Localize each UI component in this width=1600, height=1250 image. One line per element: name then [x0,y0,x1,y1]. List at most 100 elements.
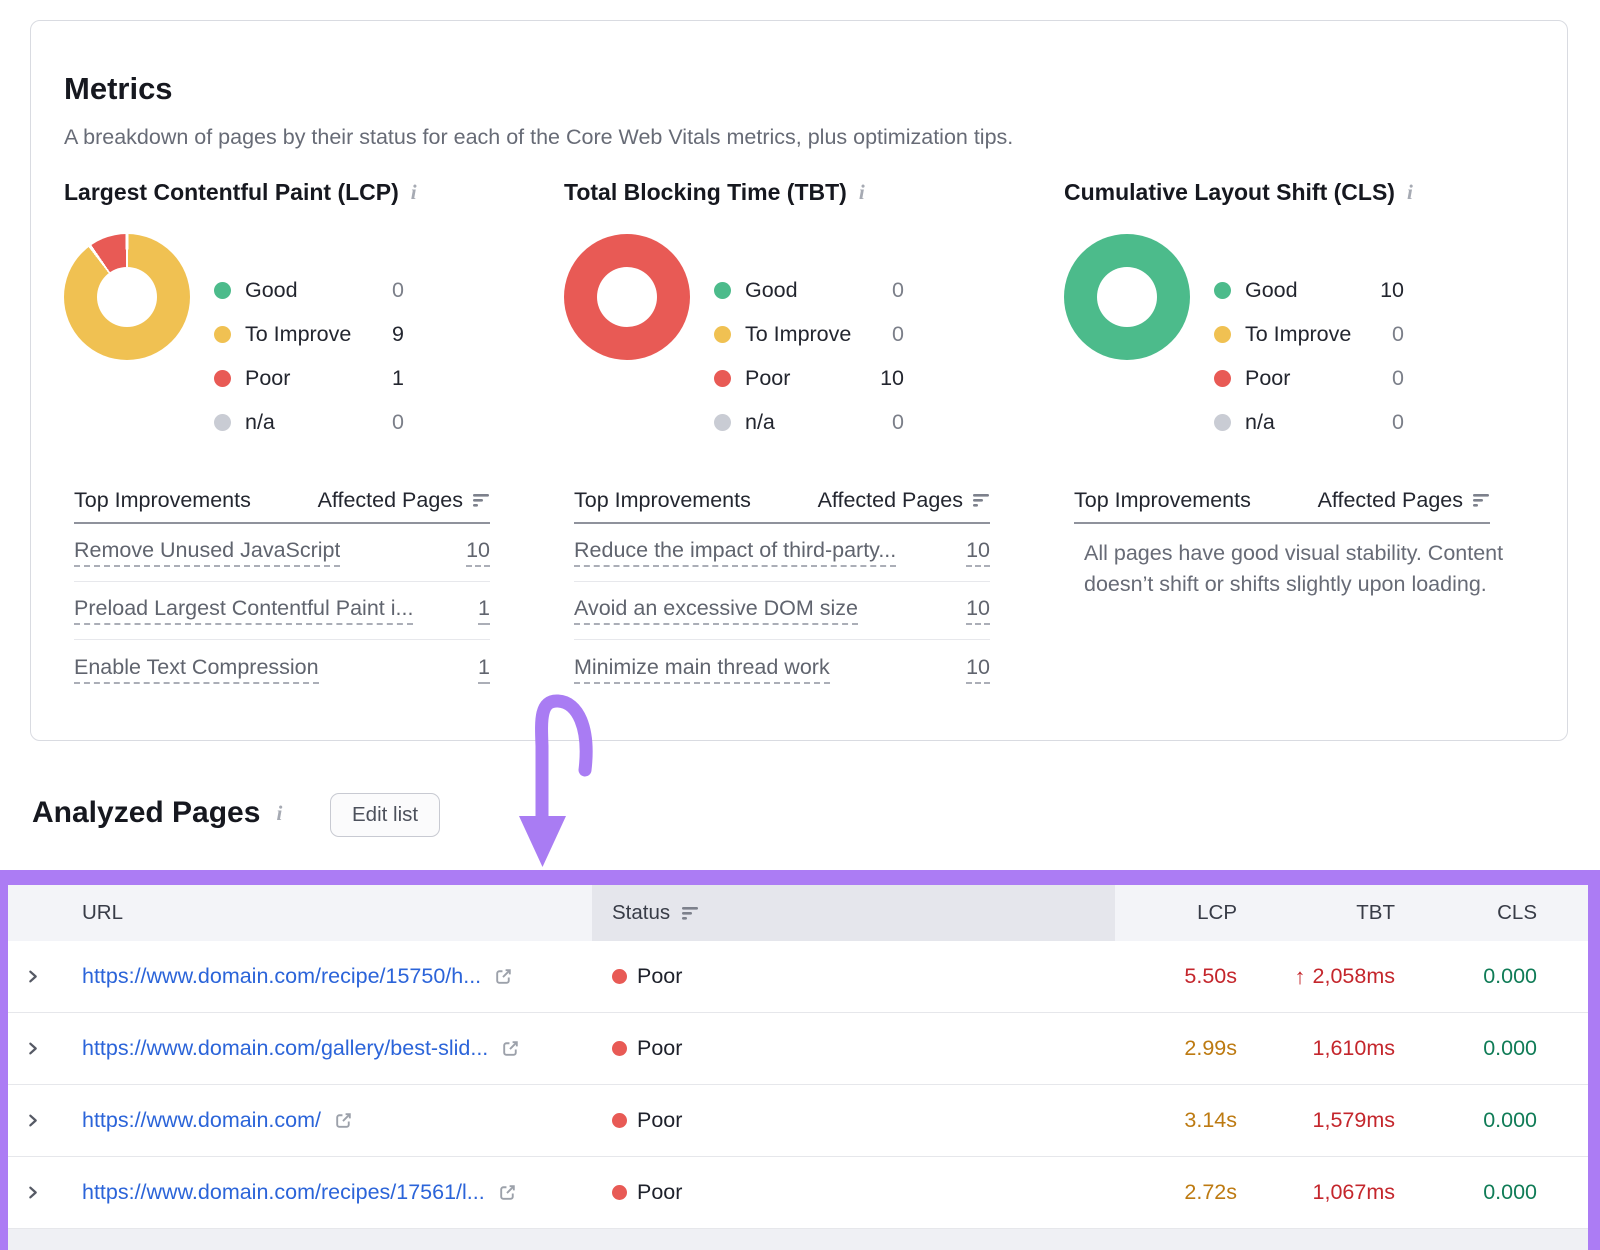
good-dot-icon [214,281,231,299]
page-url-link[interactable]: https://www.domain.com/gallery/best-slid… [82,1036,489,1060]
expand-chevron-icon[interactable] [8,1185,68,1200]
analyzed-pages-title: Analyzed Pages [32,796,261,829]
status-label: Poor [637,1108,683,1132]
improvement-row: Avoid an excessive DOM size 10 [574,582,990,640]
expand-chevron-icon[interactable] [8,1113,68,1128]
page-url-link[interactable]: https://www.domain.com/recipe/15750/h... [82,964,482,988]
metrics-card-title: Metrics [64,71,173,106]
status-dot-icon [612,1113,627,1128]
top-improvements-header: Top Improvements [74,487,251,512]
tbt-value: 2,058ms [1312,964,1395,988]
status-label: Poor [637,1180,683,1204]
external-link-icon[interactable] [333,1110,354,1131]
table-row[interactable]: https://www.domain.com/recipes/17561/l..… [8,1157,1588,1229]
purple-arrow-annotation [519,694,593,867]
column-header-status[interactable]: Status [592,885,1115,941]
metric-title-cls: Cumulative Layout Shift (CLS) [1064,179,1395,205]
improvement-row: Remove Unused JavaScript 10 [74,524,490,582]
legend-row-to-improve: To Improve 0 [1214,319,1404,349]
legend-row-na: n/a 0 [1214,407,1404,437]
column-header-cls: CLS [1408,885,1550,941]
tbt-legend: Good 0 To Improve 0 Poor 10 n/a 0 [714,275,904,451]
status-label: Poor [637,964,683,988]
legend-row-poor: Poor 0 [1214,363,1404,393]
info-icon[interactable]: i [410,180,417,204]
top-improvements-header: Top Improvements [574,487,751,512]
external-link-icon[interactable] [497,1182,518,1203]
expand-chevron-icon[interactable] [8,969,68,984]
improvement-row: Preload Largest Contentful Paint i... 1 [74,582,490,640]
improvement-link[interactable]: Preload Largest Contentful Paint i... [74,596,414,625]
tbt-improvements: Top Improvements Affected Pages Reduce t… [574,486,990,698]
lcp-legend: Good 0 To Improve 9 Poor 1 n/a 0 [214,275,404,451]
edit-list-button[interactable]: Edit list [330,793,441,837]
legend-row-poor: Poor 10 [714,363,904,393]
cls-value: 0.000 [1483,1108,1537,1132]
info-icon[interactable]: i [1406,180,1413,204]
status-dot-icon [612,1041,627,1056]
top-improvements-header: Top Improvements [1074,487,1251,512]
column-header-tbt: TBT [1250,885,1408,941]
table-row[interactable]: https://www.domain.com/ Poor 3.14s 1,579… [8,1085,1588,1157]
improvement-link[interactable]: Minimize main thread work [574,655,830,684]
legend-row-to-improve: To Improve 0 [714,319,904,349]
page-url-link[interactable]: https://www.domain.com/recipes/17561/l..… [82,1180,485,1204]
affected-pages-count[interactable]: 10 [966,538,990,567]
legend-row-good: Good 10 [1214,275,1404,305]
divider [74,522,490,524]
good-dot-icon [714,281,731,299]
sort-icon[interactable] [973,493,990,507]
to-improve-dot-icon [1214,325,1231,343]
cls-value: 0.000 [1483,1180,1537,1204]
tbt-value: 1,610ms [1312,1036,1395,1060]
info-icon[interactable]: i [858,180,865,204]
legend-row-na: n/a 0 [214,407,404,437]
sort-icon[interactable] [682,906,699,920]
poor-dot-icon [1214,369,1231,387]
table-row[interactable]: https://www.domain.com/gallery/best-slid… [8,1013,1588,1085]
tbt-donut-chart [564,234,690,360]
table-row[interactable]: https://www.domain.com/recipe/15750/h...… [8,941,1588,1013]
external-link-icon[interactable] [500,1038,521,1059]
sort-icon[interactable] [1473,493,1490,507]
to-improve-dot-icon [214,325,231,343]
lcp-donut-chart [64,234,190,360]
affected-pages-header: Affected Pages [317,487,463,512]
improvement-link[interactable]: Avoid an excessive DOM size [574,596,858,625]
poor-dot-icon [214,369,231,387]
analyzed-pages-table: URL Status LCP TBT CLS https://www.domai… [0,870,1600,1250]
external-link-icon[interactable] [493,966,514,987]
metric-block-cls: Cumulative Layout Shift (CLS) i Good 10 T… [1064,179,1536,600]
info-icon[interactable]: i [276,800,283,825]
na-dot-icon [714,413,731,431]
improvement-link[interactable]: Enable Text Compression [74,655,319,684]
metrics-card-subtitle: A breakdown of pages by their status for… [64,125,1014,149]
improvement-row: Reduce the impact of third-party... 10 [574,524,990,582]
table-header-row: URL Status LCP TBT CLS [8,885,1588,941]
lcp-value: 2.99s [1184,1036,1237,1060]
improvement-row: Enable Text Compression 1 [74,640,490,698]
cls-legend: Good 10 To Improve 0 Poor 0 n/a 0 [1214,275,1404,451]
cls-value: 0.000 [1483,1036,1537,1060]
affected-pages-count[interactable]: 1 [478,655,490,684]
affected-pages-count[interactable]: 10 [466,538,490,567]
cls-value: 0.000 [1483,964,1537,988]
expand-chevron-icon[interactable] [8,1041,68,1056]
header-spacer [1550,885,1588,941]
column-header-lcp: LCP [1115,885,1250,941]
improvement-link[interactable]: Remove Unused JavaScript [74,538,341,567]
page-url-link[interactable]: https://www.domain.com/ [82,1108,321,1132]
improvement-link[interactable]: Reduce the impact of third-party... [574,538,897,567]
sort-icon[interactable] [473,493,490,507]
affected-pages-header: Affected Pages [1317,487,1463,512]
affected-pages-count[interactable]: 10 [966,655,990,684]
na-dot-icon [214,413,231,431]
to-improve-dot-icon [714,325,731,343]
metric-block-lcp: Largest Contentful Paint (LCP) i Good 0 T… [64,179,536,698]
cls-note-text: All pages have good visual stability. Co… [1084,541,1504,596]
trend-up-arrow-icon: ↑ [1294,963,1306,989]
na-dot-icon [1214,413,1231,431]
affected-pages-count[interactable]: 10 [966,596,990,625]
affected-pages-count[interactable]: 1 [478,596,490,625]
divider [1074,522,1490,524]
